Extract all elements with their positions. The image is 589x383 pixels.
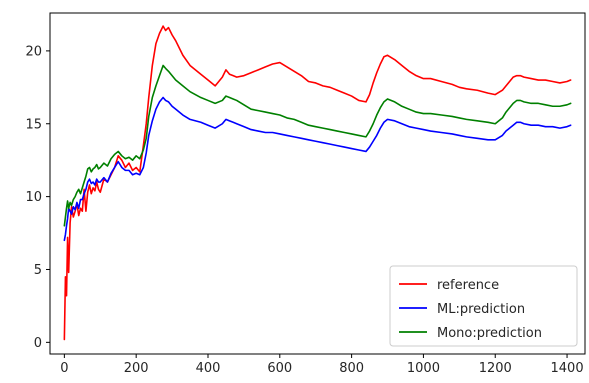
series-line-2: [63, 96, 572, 242]
series-layer: [63, 25, 572, 341]
y-tick-label: 0: [34, 336, 42, 351]
axis-ticks: 0 200 400 600 800 1000 1200 1400 0 5 10 15 20: [25, 44, 583, 376]
x-tick-label: 1000: [407, 361, 440, 376]
legend-label-2: ML:prediction: [437, 302, 525, 317]
series-line-3: [63, 64, 572, 227]
y-tick-label: 20: [25, 44, 42, 59]
series-line-1: [63, 25, 572, 341]
x-tick-label: 800: [339, 361, 364, 376]
plot-frame: [49, 12, 586, 355]
x-tick-label: 0: [60, 361, 68, 376]
x-tick-label: 1400: [551, 361, 584, 376]
y-tick-label: 5: [34, 263, 42, 278]
y-tick-label: 10: [25, 190, 42, 205]
x-tick-label: 600: [267, 361, 292, 376]
x-tick-label: 1200: [479, 361, 512, 376]
legend: reference ML:prediction Mono:prediction: [389, 265, 578, 347]
x-tick-label: 400: [196, 361, 221, 376]
legend-label-1: reference: [437, 278, 499, 293]
legend-box: [389, 265, 578, 347]
x-tick-label: 200: [124, 361, 149, 376]
legend-label-3: Mono:prediction: [437, 326, 542, 341]
y-tick-label: 15: [25, 117, 42, 132]
